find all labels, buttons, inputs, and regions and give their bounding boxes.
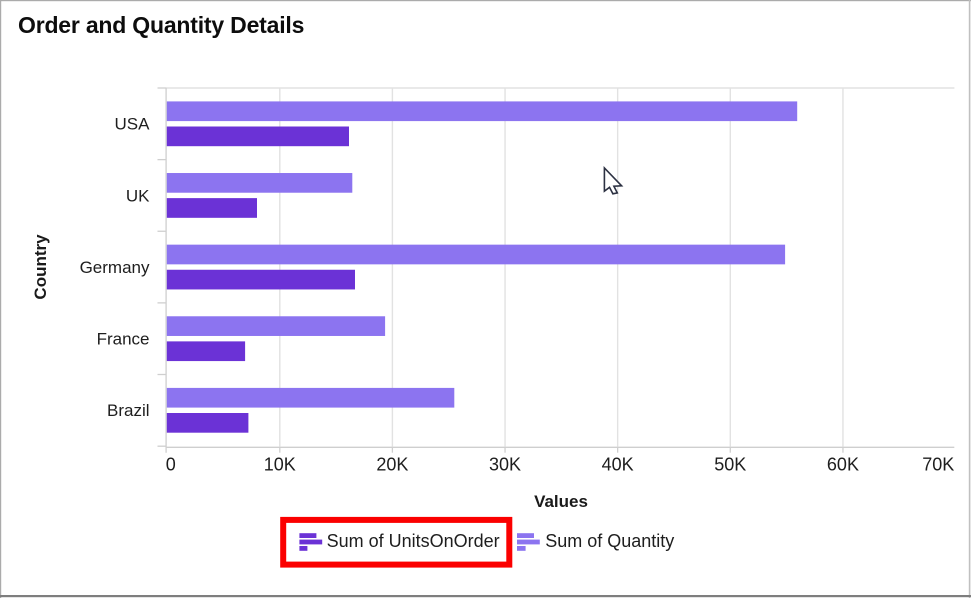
svg-text:10K: 10K: [264, 455, 296, 475]
svg-text:30K: 30K: [489, 455, 521, 475]
svg-text:Order and Quantity Details: Order and Quantity Details: [18, 12, 304, 38]
svg-text:Brazil: Brazil: [107, 401, 150, 420]
svg-text:50K: 50K: [714, 455, 746, 475]
svg-text:40K: 40K: [602, 455, 634, 475]
svg-text:20K: 20K: [376, 455, 408, 475]
svg-text:0: 0: [166, 455, 176, 475]
svg-text:Germany: Germany: [80, 258, 150, 277]
svg-text:70K: 70K: [922, 455, 954, 475]
svg-text:Values: Values: [534, 492, 588, 511]
svg-text:UK: UK: [126, 186, 150, 205]
svg-text:Sum of Quantity: Sum of Quantity: [545, 531, 674, 551]
svg-text:France: France: [97, 330, 150, 349]
svg-text:Sum of UnitsOnOrder: Sum of UnitsOnOrder: [327, 531, 500, 551]
svg-text:Country: Country: [31, 234, 50, 300]
svg-text:60K: 60K: [827, 455, 859, 475]
svg-text:USA: USA: [115, 115, 151, 134]
